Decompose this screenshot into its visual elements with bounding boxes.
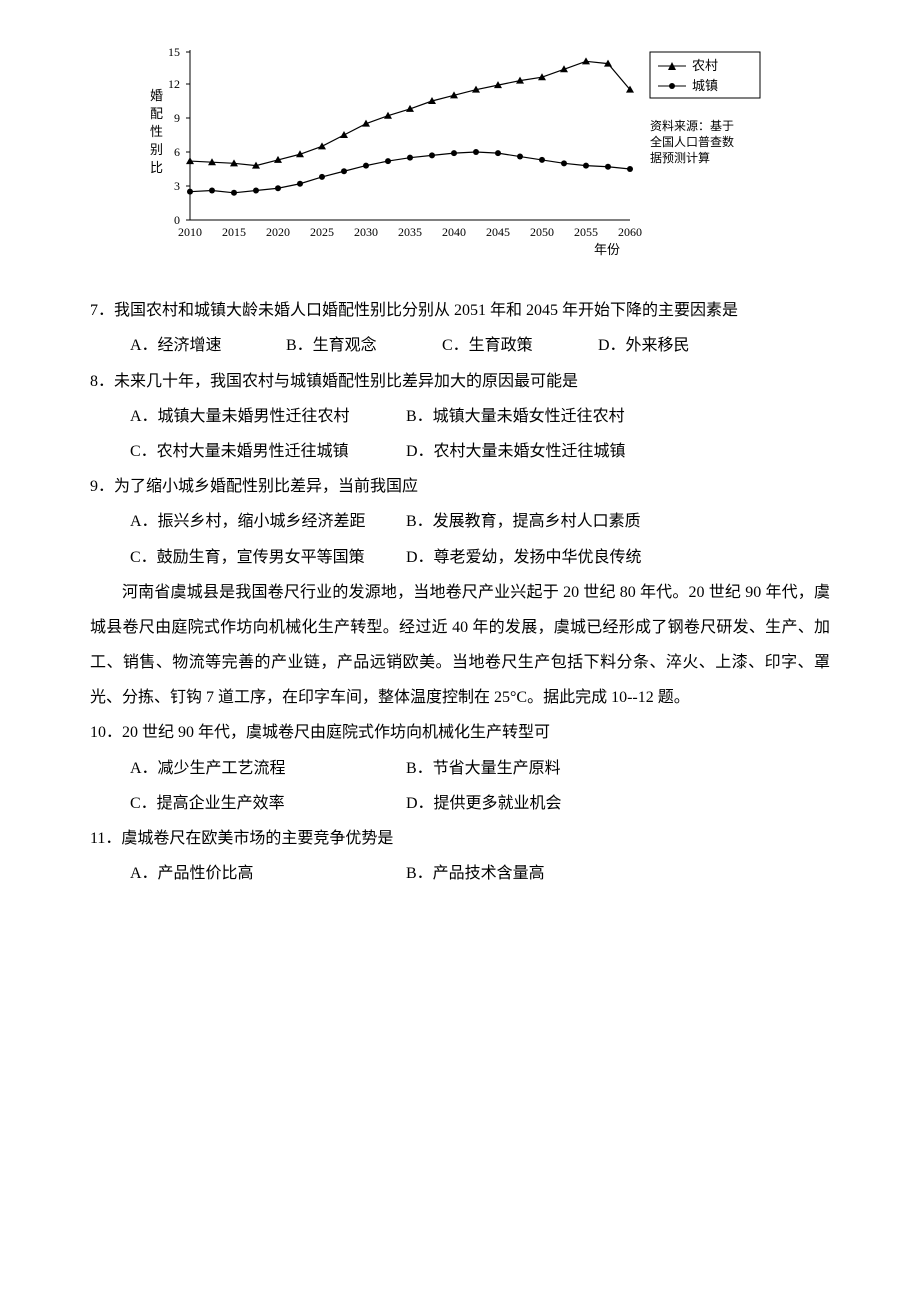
xtick: 2015 xyxy=(222,225,246,239)
legend-rural: 农村 xyxy=(692,58,718,73)
ytick-6: 6 xyxy=(174,145,180,159)
q7-opt-d: D．外来移民 xyxy=(598,328,726,363)
q10-stem: 10．20 世纪 90 年代，虞城卷尺由庭院式作坊向机械化生产转型可 xyxy=(90,715,830,750)
source-note-l3: 据预测计算 xyxy=(650,150,710,165)
chart-container: 0 3 6 9 12 15 婚 配 性 别 比 2010 xyxy=(130,40,830,273)
q9-opt-d: D．尊老爱幼，发扬中华优良传统 xyxy=(406,540,662,575)
x-axis-label: 年份 xyxy=(594,242,620,257)
xtick: 2035 xyxy=(398,225,422,239)
q7-options: A．经济增速 B．生育观念 C．生育政策 D．外来移民 xyxy=(130,328,830,363)
xtick: 2030 xyxy=(354,225,378,239)
q11-opt-b: B．产品技术含量高 xyxy=(406,856,662,891)
legend-urban: 城镇 xyxy=(692,78,718,93)
q7-opt-b: B．生育观念 xyxy=(286,328,414,363)
xtick: 2040 xyxy=(442,225,466,239)
q7-stem: 7．我国农村和城镇大龄未婚人口婚配性别比分别从 2051 年和 2045 年开始… xyxy=(90,293,830,328)
y-axis-label-c3: 性 xyxy=(150,124,163,139)
q10-options: A．减少生产工艺流程 B．节省大量生产原料 C．提高企业生产效率 D．提供更多就… xyxy=(130,751,830,821)
xtick: 2020 xyxy=(266,225,290,239)
q8-opt-b: B．城镇大量未婚女性迁往农村 xyxy=(406,399,662,434)
source-note-l2: 全国人口普查数 xyxy=(650,134,734,149)
y-axis-label-c1: 婚 xyxy=(150,88,163,103)
q11-options: A．产品性价比高 B．产品技术含量高 xyxy=(130,856,830,891)
q9-opt-a: A．振兴乡村，缩小城乡经济差距 xyxy=(130,504,386,539)
q9-stem: 9．为了缩小城乡婚配性别比差异，当前我国应 xyxy=(90,469,830,504)
q10-opt-a: A．减少生产工艺流程 xyxy=(130,751,386,786)
q8-opt-d: D．农村大量未婚女性迁往城镇 xyxy=(406,434,662,469)
circle-icon xyxy=(669,83,675,89)
q7-opt-c: C．生育政策 xyxy=(442,328,570,363)
q9-options: A．振兴乡村，缩小城乡经济差距 B．发展教育，提高乡村人口素质 C．鼓励生育，宣… xyxy=(130,504,830,574)
q9-opt-b: B．发展教育，提高乡村人口素质 xyxy=(406,504,662,539)
y-axis-label-c2: 配 xyxy=(150,106,163,121)
ytick-12: 12 xyxy=(168,77,180,91)
xtick: 2025 xyxy=(310,225,334,239)
marriage-sex-ratio-chart: 0 3 6 9 12 15 婚 配 性 别 比 2010 xyxy=(130,40,770,260)
xtick: 2060 xyxy=(618,225,642,239)
q8-options: A．城镇大量未婚男性迁往农村 B．城镇大量未婚女性迁往农村 C．农村大量未婚男性… xyxy=(130,399,830,469)
q11-stem: 11．虞城卷尺在欧美市场的主要竞争优势是 xyxy=(90,821,830,856)
q8-stem: 8．未来几十年，我国农村与城镇婚配性别比差异加大的原因最可能是 xyxy=(90,364,830,399)
passage-text: 河南省虞城县是我国卷尺行业的发源地，当地卷尺产业兴起于 20 世纪 80 年代。… xyxy=(90,575,830,716)
q11-opt-a: A．产品性价比高 xyxy=(130,856,386,891)
urban-series xyxy=(187,149,633,196)
ytick-15: 15 xyxy=(168,45,180,59)
q10-opt-c: C．提高企业生产效率 xyxy=(130,786,386,821)
xtick: 2045 xyxy=(486,225,510,239)
xtick: 2010 xyxy=(178,225,202,239)
source-note-l1: 资料来源：基于 xyxy=(650,119,734,133)
y-axis-label-c5: 比 xyxy=(150,160,163,175)
xtick: 2055 xyxy=(574,225,598,239)
q8-opt-c: C．农村大量未婚男性迁往城镇 xyxy=(130,434,386,469)
ytick-3: 3 xyxy=(174,179,180,193)
y-axis-label-c4: 别 xyxy=(150,142,163,157)
page: 0 3 6 9 12 15 婚 配 性 别 比 2010 xyxy=(0,0,920,1300)
q8-opt-a: A．城镇大量未婚男性迁往农村 xyxy=(130,399,386,434)
xtick: 2050 xyxy=(530,225,554,239)
ytick-9: 9 xyxy=(174,111,180,125)
q9-opt-c: C．鼓励生育，宣传男女平等国策 xyxy=(130,540,386,575)
rural-series xyxy=(186,57,634,168)
q7-opt-a: A．经济增速 xyxy=(130,328,258,363)
q10-opt-b: B．节省大量生产原料 xyxy=(406,751,662,786)
q10-opt-d: D．提供更多就业机会 xyxy=(406,786,662,821)
